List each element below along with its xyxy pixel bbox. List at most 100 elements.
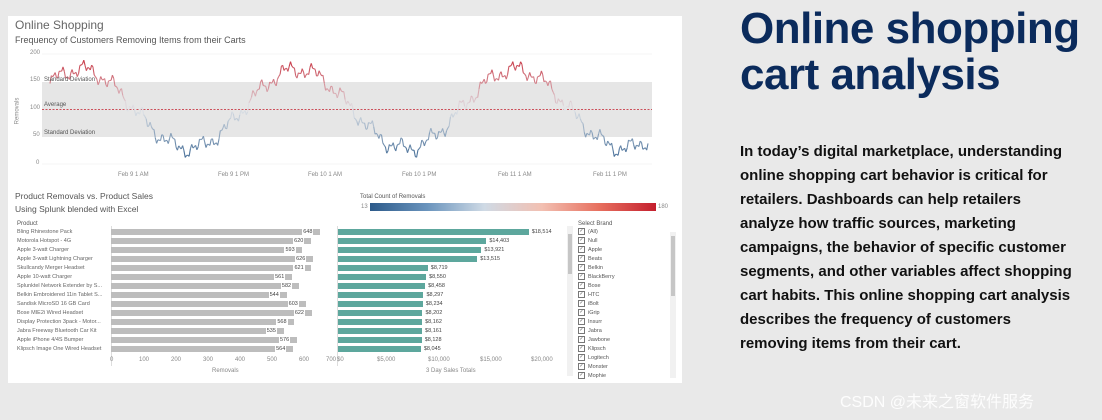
series-segment [192,146,195,149]
checkbox[interactable]: ✓ [578,336,585,344]
series-segment [111,74,115,79]
product-name: Apple 3-watt Charger [17,247,69,253]
sales-tick: $0 [337,357,344,363]
checkbox[interactable]: ✓ [578,255,585,263]
series-segment [357,120,360,126]
brand-checkbox[interactable]: ✓ Jawbone [578,336,648,344]
table-row[interactable]: Klipsch Image One Wired Headset 564 $8,045 [8,345,568,353]
checkbox[interactable]: ✓ [578,237,585,245]
sales-tick: $15,000 [480,357,502,363]
table-row[interactable]: Skullcandy Merger Headset 621 $8,719 [8,264,568,272]
checkbox[interactable]: ✓ [578,300,585,308]
brand-checkbox[interactable]: ✓ Beats [578,255,648,263]
brand-checkbox[interactable]: ✓ BlackBerry [578,273,648,281]
checkbox[interactable]: ✓ [578,273,585,281]
brand-checkbox[interactable]: ✓ Klipsch [578,345,648,353]
upper-std-label: Standard Deviation [44,77,96,83]
sales-bar [338,229,529,235]
brand-checkbox[interactable]: ✓ Logitech [578,354,648,362]
table-row[interactable]: Splunktel Network Extender by S... 582 $8,… [8,282,568,290]
series-segment [625,147,628,153]
table-row[interactable]: Bling Rhinestone Pack 648 $18,514 [8,228,568,236]
series-segment [423,141,427,147]
brand-checkbox[interactable]: ✓ Belkin [578,264,648,272]
series-segment [477,88,480,98]
series-segment [173,138,176,140]
checkbox[interactable]: ✓ [578,372,585,380]
bar-section-subtitle: Using Splunk blended with Excel [15,204,139,214]
brand-checkbox[interactable]: ✓ (All) [578,228,648,236]
checkbox[interactable]: ✓ [578,318,585,326]
brand-label: Logitech [588,355,609,361]
product-scrollbar[interactable] [567,226,573,376]
brand-checkbox[interactable]: ✓ Mophie [578,372,648,380]
series-segment [505,74,509,80]
sales-bar [338,337,422,343]
brand-checkbox[interactable]: ✓ Insurr [578,318,648,326]
series-segment [304,74,307,79]
checkbox[interactable]: ✓ [578,345,585,353]
brand-label: Monster [588,364,608,370]
removals-tick: 100 [139,357,150,363]
table-row[interactable]: Motorola Hotspot - 4G 620 $14,403 [8,237,568,245]
checkbox[interactable]: ✓ [578,282,585,290]
brand-scrollbar[interactable] [670,232,676,378]
series-segment [406,148,410,153]
brand-checkbox[interactable]: ✓ Apple [578,246,648,254]
series-segment [120,88,124,96]
table-row[interactable]: Sandisk MicroSD 16 GB Card 603 $8,234 [8,300,568,308]
brand-checkbox[interactable]: ✓ iGrip [578,309,648,317]
series-segment [556,98,559,104]
checkbox[interactable]: ✓ [578,246,585,254]
table-row[interactable]: Apple 10-watt Charger 561 $8,550 [8,273,568,281]
series-segment [355,118,358,122]
sales-tick: $10,000 [428,357,450,363]
series-segment [338,87,341,94]
series-segment [561,99,565,106]
article-heading: Online shopping cart analysis [740,4,1080,99]
removals-bar [111,238,312,244]
series-segment [613,154,616,157]
checkbox[interactable]: ✓ [578,354,585,362]
checkbox[interactable]: ✓ [578,327,585,335]
series-segment [328,86,332,92]
scrollbar-thumb[interactable] [568,234,572,274]
scrollbar-thumb[interactable] [671,236,675,296]
removals-value: 535 [265,327,277,335]
brand-checkbox[interactable]: ✓ Null [578,237,648,245]
y-tick: 0 [36,160,40,166]
series-segment [184,155,187,158]
series-segment [65,76,68,79]
brand-checkbox[interactable]: ✓ HTC [578,291,648,299]
table-row[interactable]: Bose MIE2i Wired Headset 622 $8,202 [8,309,568,317]
table-row[interactable]: Jabra Freeway Bluetooth Car Kit 535 $8,161 [8,327,568,335]
brand-label: iGrip [588,310,600,316]
checkbox[interactable]: ✓ [578,228,585,236]
table-row[interactable]: Belkin Embroidered 11in Tablet S... 544 $8… [8,291,568,299]
table-row[interactable]: Apple 3-watt Lightning Charger 626 $13,515 [8,255,568,263]
average-label: Average [44,102,67,108]
brand-checkbox[interactable]: ✓ Bose [578,282,648,290]
series-segment [128,105,132,109]
sales-bar [338,319,423,325]
table-row[interactable]: Display Protection 3pack - Motor... 568 $8… [8,318,568,326]
removals-bar [111,274,293,280]
checkbox[interactable]: ✓ [578,309,585,317]
brand-checkbox[interactable]: ✓ Monster [578,363,648,371]
series-segment [640,142,644,150]
checkbox[interactable]: ✓ [578,264,585,272]
sales-value: $8,719 [429,264,449,272]
series-segment [313,68,316,70]
y-tick: 50 [33,132,40,138]
brand-checkbox[interactable]: ✓ iBolt [578,300,648,308]
checkbox[interactable]: ✓ [578,291,585,299]
series-segment [279,66,282,75]
brand-checkbox[interactable]: ✓ Jabra [578,327,648,335]
removals-bar [111,310,312,316]
table-row[interactable]: Apple 3-watt Charger 593 $13,921 [8,246,568,254]
table-row[interactable]: Apple iPhone 4/4S Bumper 576 $8,128 [8,336,568,344]
series-segment [63,71,67,79]
removals-line-chart[interactable] [8,44,682,194]
series-segment [213,143,216,146]
checkbox[interactable]: ✓ [578,363,585,371]
